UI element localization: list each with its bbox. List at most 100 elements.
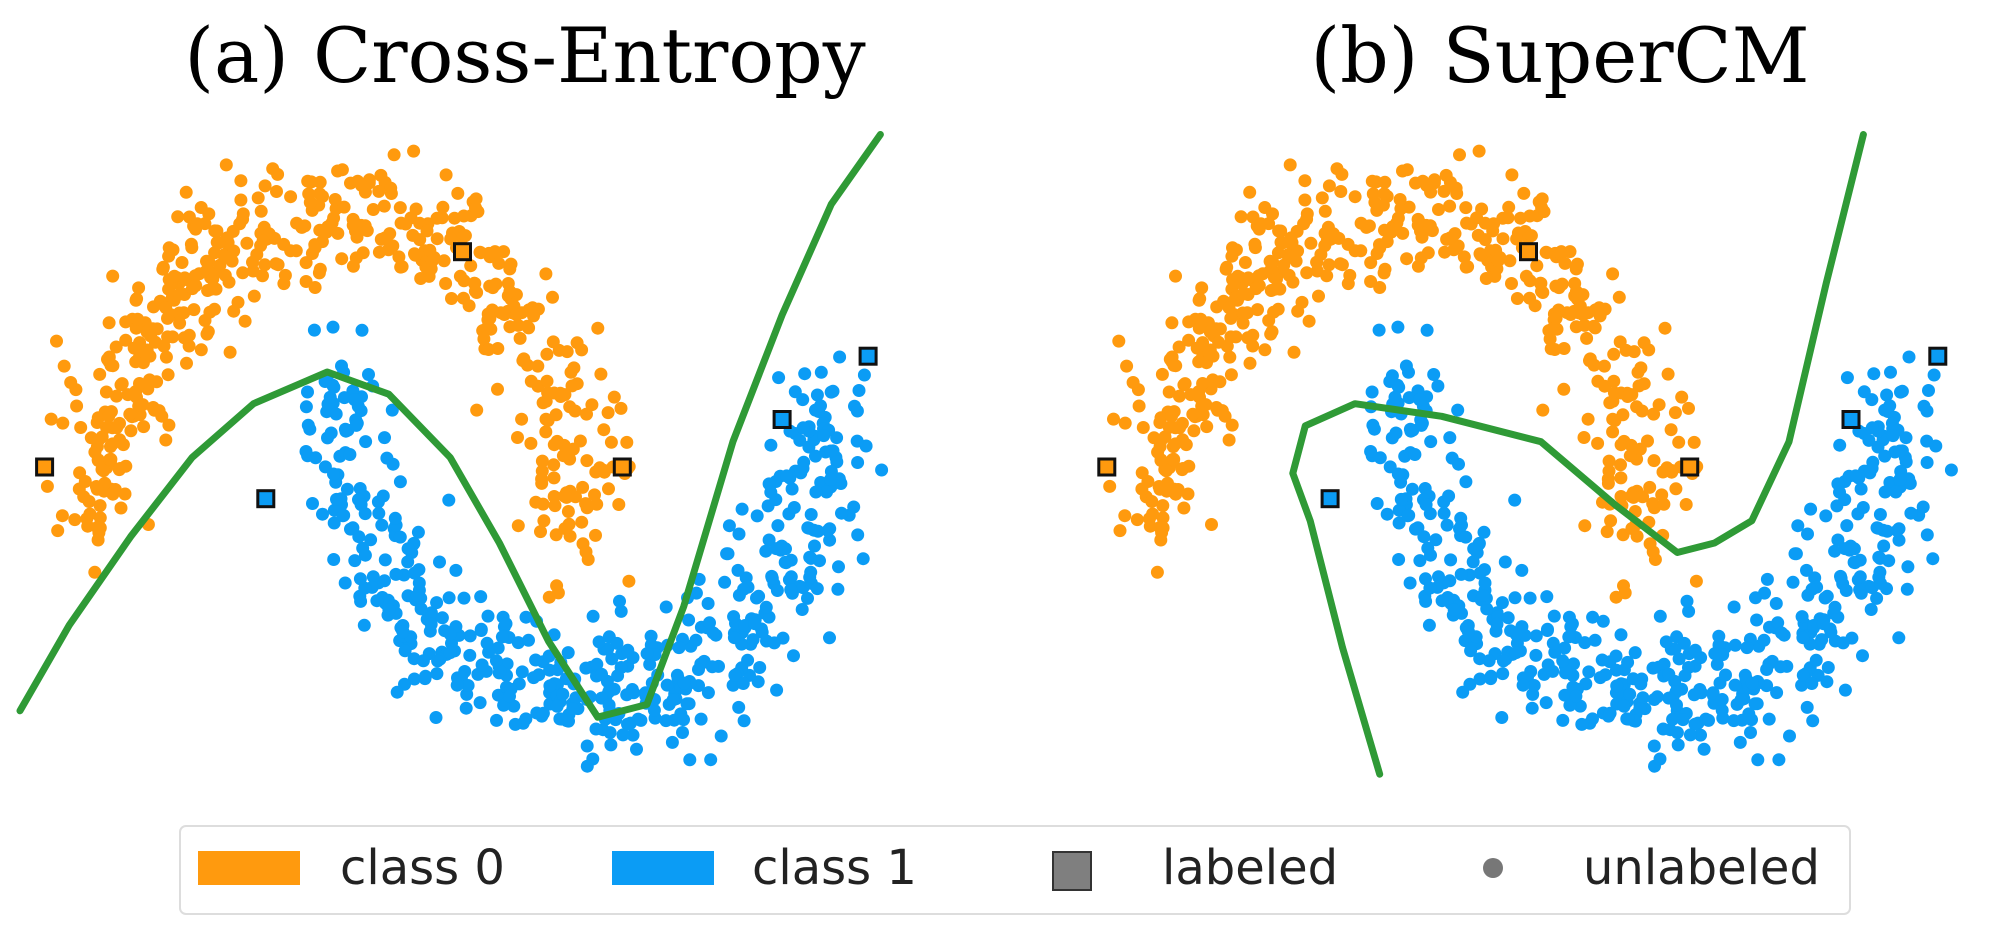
unlabeled-point-class-1 [1647,739,1661,753]
unlabeled-point-class-1 [507,699,521,713]
unlabeled-point-class-0 [313,187,327,201]
unlabeled-point-class-0 [308,281,322,294]
unlabeled-point-class-0 [564,365,578,379]
unlabeled-point-class-0 [104,452,118,466]
unlabeled-point-class-0 [1400,163,1414,177]
unlabeled-point-class-0 [1661,367,1675,381]
unlabeled-point-class-1 [375,518,389,532]
unlabeled-point-class-1 [1762,712,1776,726]
unlabeled-point-class-0 [1348,190,1362,204]
unlabeled-point-class-1 [418,672,432,686]
unlabeled-point-class-0 [1177,501,1191,515]
unlabeled-point-class-1 [382,603,396,617]
unlabeled-point-class-1 [1525,701,1539,715]
unlabeled-point-class-1 [547,628,561,642]
unlabeled-point-class-0 [614,401,628,415]
unlabeled-point-class-1 [592,635,606,649]
unlabeled-point-class-0 [504,257,518,271]
unlabeled-point-class-1 [343,448,357,461]
unlabeled-point-class-0 [1173,421,1187,435]
unlabeled-point-class-1 [718,575,732,589]
unlabeled-point-class-1 [1880,582,1893,596]
decision-boundary [1289,131,1867,778]
unlabeled-point-class-0 [469,192,483,206]
unlabeled-point-class-1 [616,728,630,742]
unlabeled-point-class-1 [1688,717,1702,731]
unlabeled-point-class-0 [177,306,191,320]
unlabeled-point-class-1 [1877,539,1891,553]
unlabeled-point-class-1 [1496,667,1510,681]
unlabeled-point-class-1 [732,527,746,541]
unlabeled-point-class-0 [383,227,397,241]
unlabeled-point-class-1 [1394,492,1408,506]
unlabeled-point-class-1 [621,717,634,731]
unlabeled-point-class-1 [1556,654,1570,668]
unlabeled-point-class-1 [380,451,394,465]
unlabeled-point-class-1 [561,646,575,660]
unlabeled-point-class-1 [370,594,384,608]
unlabeled-point-class-0 [258,258,272,272]
unlabeled-point-class-1 [1459,530,1473,544]
unlabeled-point-class-1 [354,594,368,608]
legend-swatch-class-0 [198,851,300,885]
unlabeled-point-class-1 [1586,610,1600,624]
unlabeled-point-class-1 [1501,611,1515,625]
unlabeled-point-class-0 [511,431,524,444]
unlabeled-point-class-1 [1575,717,1589,731]
unlabeled-point-class-1 [1445,451,1459,465]
unlabeled-point-class-0 [1570,257,1584,271]
unlabeled-point-class-0 [206,272,220,286]
unlabeled-point-class-1 [796,421,810,435]
unlabeled-point-class-0 [1145,495,1159,508]
unlabeled-point-class-0 [1191,387,1205,401]
unlabeled-point-class-1 [602,698,616,712]
unlabeled-point-class-1 [1476,589,1490,602]
unlabeled-point-class-1 [811,524,825,538]
unlabeled-point-class-0 [1657,497,1671,511]
unlabeled-point-class-0 [159,301,173,315]
unlabeled-point-class-1 [809,449,822,463]
unlabeled-point-class-1 [605,652,619,666]
unlabeled-point-class-0 [1687,435,1701,449]
unlabeled-point-class-0 [1523,209,1537,223]
unlabeled-point-class-1 [1927,368,1941,382]
unlabeled-point-class-0 [284,190,298,204]
unlabeled-point-class-1 [1880,524,1894,538]
unlabeled-point-class-0 [1222,301,1236,315]
unlabeled-point-class-1 [1828,600,1842,614]
unlabeled-point-class-0 [247,289,261,303]
unlabeled-point-class-0 [1597,359,1611,373]
unlabeled-point-class-1 [727,610,741,624]
unlabeled-point-class-1 [536,706,550,720]
unlabeled-point-class-1 [555,712,568,726]
labeled-point-class-0 [35,457,55,477]
unlabeled-point-class-1 [634,713,648,727]
unlabeled-point-class-1 [344,522,357,536]
unlabeled-point-class-0 [218,268,232,282]
unlabeled-point-class-1 [388,511,402,525]
unlabeled-point-class-1 [1364,445,1378,458]
unlabeled-point-class-1 [610,636,624,650]
unlabeled-point-class-0 [1614,458,1627,472]
unlabeled-point-class-0 [445,292,458,305]
unlabeled-point-class-0 [1593,309,1607,323]
unlabeled-point-class-1 [586,752,600,766]
unlabeled-point-class-1 [372,506,386,520]
unlabeled-point-class-1 [1920,528,1934,542]
unlabeled-point-class-0 [236,266,250,280]
unlabeled-point-class-1 [1899,431,1913,445]
unlabeled-point-class-1 [1588,633,1602,647]
unlabeled-point-class-0 [1234,210,1248,224]
unlabeled-point-class-0 [575,515,589,529]
unlabeled-point-class-1 [1392,553,1406,566]
unlabeled-point-class-0 [1143,519,1157,533]
unlabeled-point-class-1 [495,630,509,644]
unlabeled-point-class-1 [701,597,715,610]
unlabeled-point-class-1 [348,554,362,568]
unlabeled-point-class-0 [1155,367,1169,381]
unlabeled-point-class-1 [1750,613,1764,627]
unlabeled-point-class-1 [442,493,456,507]
unlabeled-point-class-1 [803,570,817,584]
unlabeled-point-class-0 [1266,207,1279,221]
unlabeled-point-class-1 [833,350,847,364]
